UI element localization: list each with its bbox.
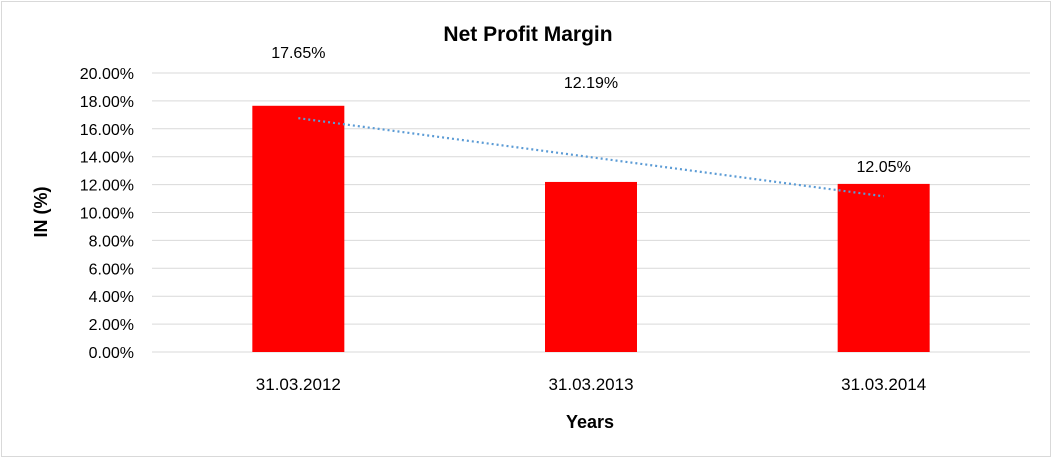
data-labels: 17.65% 12.19% 12.05%: [271, 45, 911, 176]
x-axis-categories: 31.03.2012 31.03.2013 31.03.2014: [256, 375, 926, 394]
y-tick-label: 6.00%: [89, 261, 134, 278]
y-tick-label: 14.00%: [80, 150, 134, 167]
x-category-label: 31.03.2014: [841, 375, 926, 394]
x-category-label: 31.03.2013: [548, 375, 633, 394]
y-tick-label: 2.00%: [89, 317, 134, 334]
y-tick-label: 20.00%: [80, 66, 134, 83]
chart-title: Net Profit Margin: [443, 23, 612, 46]
y-tick-label: 0.00%: [89, 345, 134, 362]
trendline-line: [298, 117, 884, 198]
y-tick-label: 12.00%: [80, 178, 134, 195]
bars: [252, 105, 930, 352]
data-label: 17.65%: [271, 45, 325, 62]
y-tick-label: 4.00%: [89, 289, 134, 306]
bar: [837, 183, 930, 352]
bar: [545, 181, 637, 352]
y-tick-label: 18.00%: [80, 94, 134, 111]
y-tick-label: 10.00%: [80, 206, 134, 223]
trendline: [298, 117, 884, 198]
bar: [252, 105, 345, 352]
data-label: 12.05%: [857, 159, 911, 176]
y-axis-title: IN (%): [31, 187, 51, 238]
x-category-label: 31.03.2012: [256, 375, 341, 394]
y-tick-label: 8.00%: [89, 233, 134, 250]
data-label: 12.19%: [564, 75, 618, 92]
y-axis-ticks: 0.00% 2.00% 4.00% 6.00% 8.00% 10.00% 12.00% 14.…: [80, 66, 134, 362]
y-tick-label: 16.00%: [80, 122, 134, 139]
x-axis-title: Years: [566, 412, 614, 432]
